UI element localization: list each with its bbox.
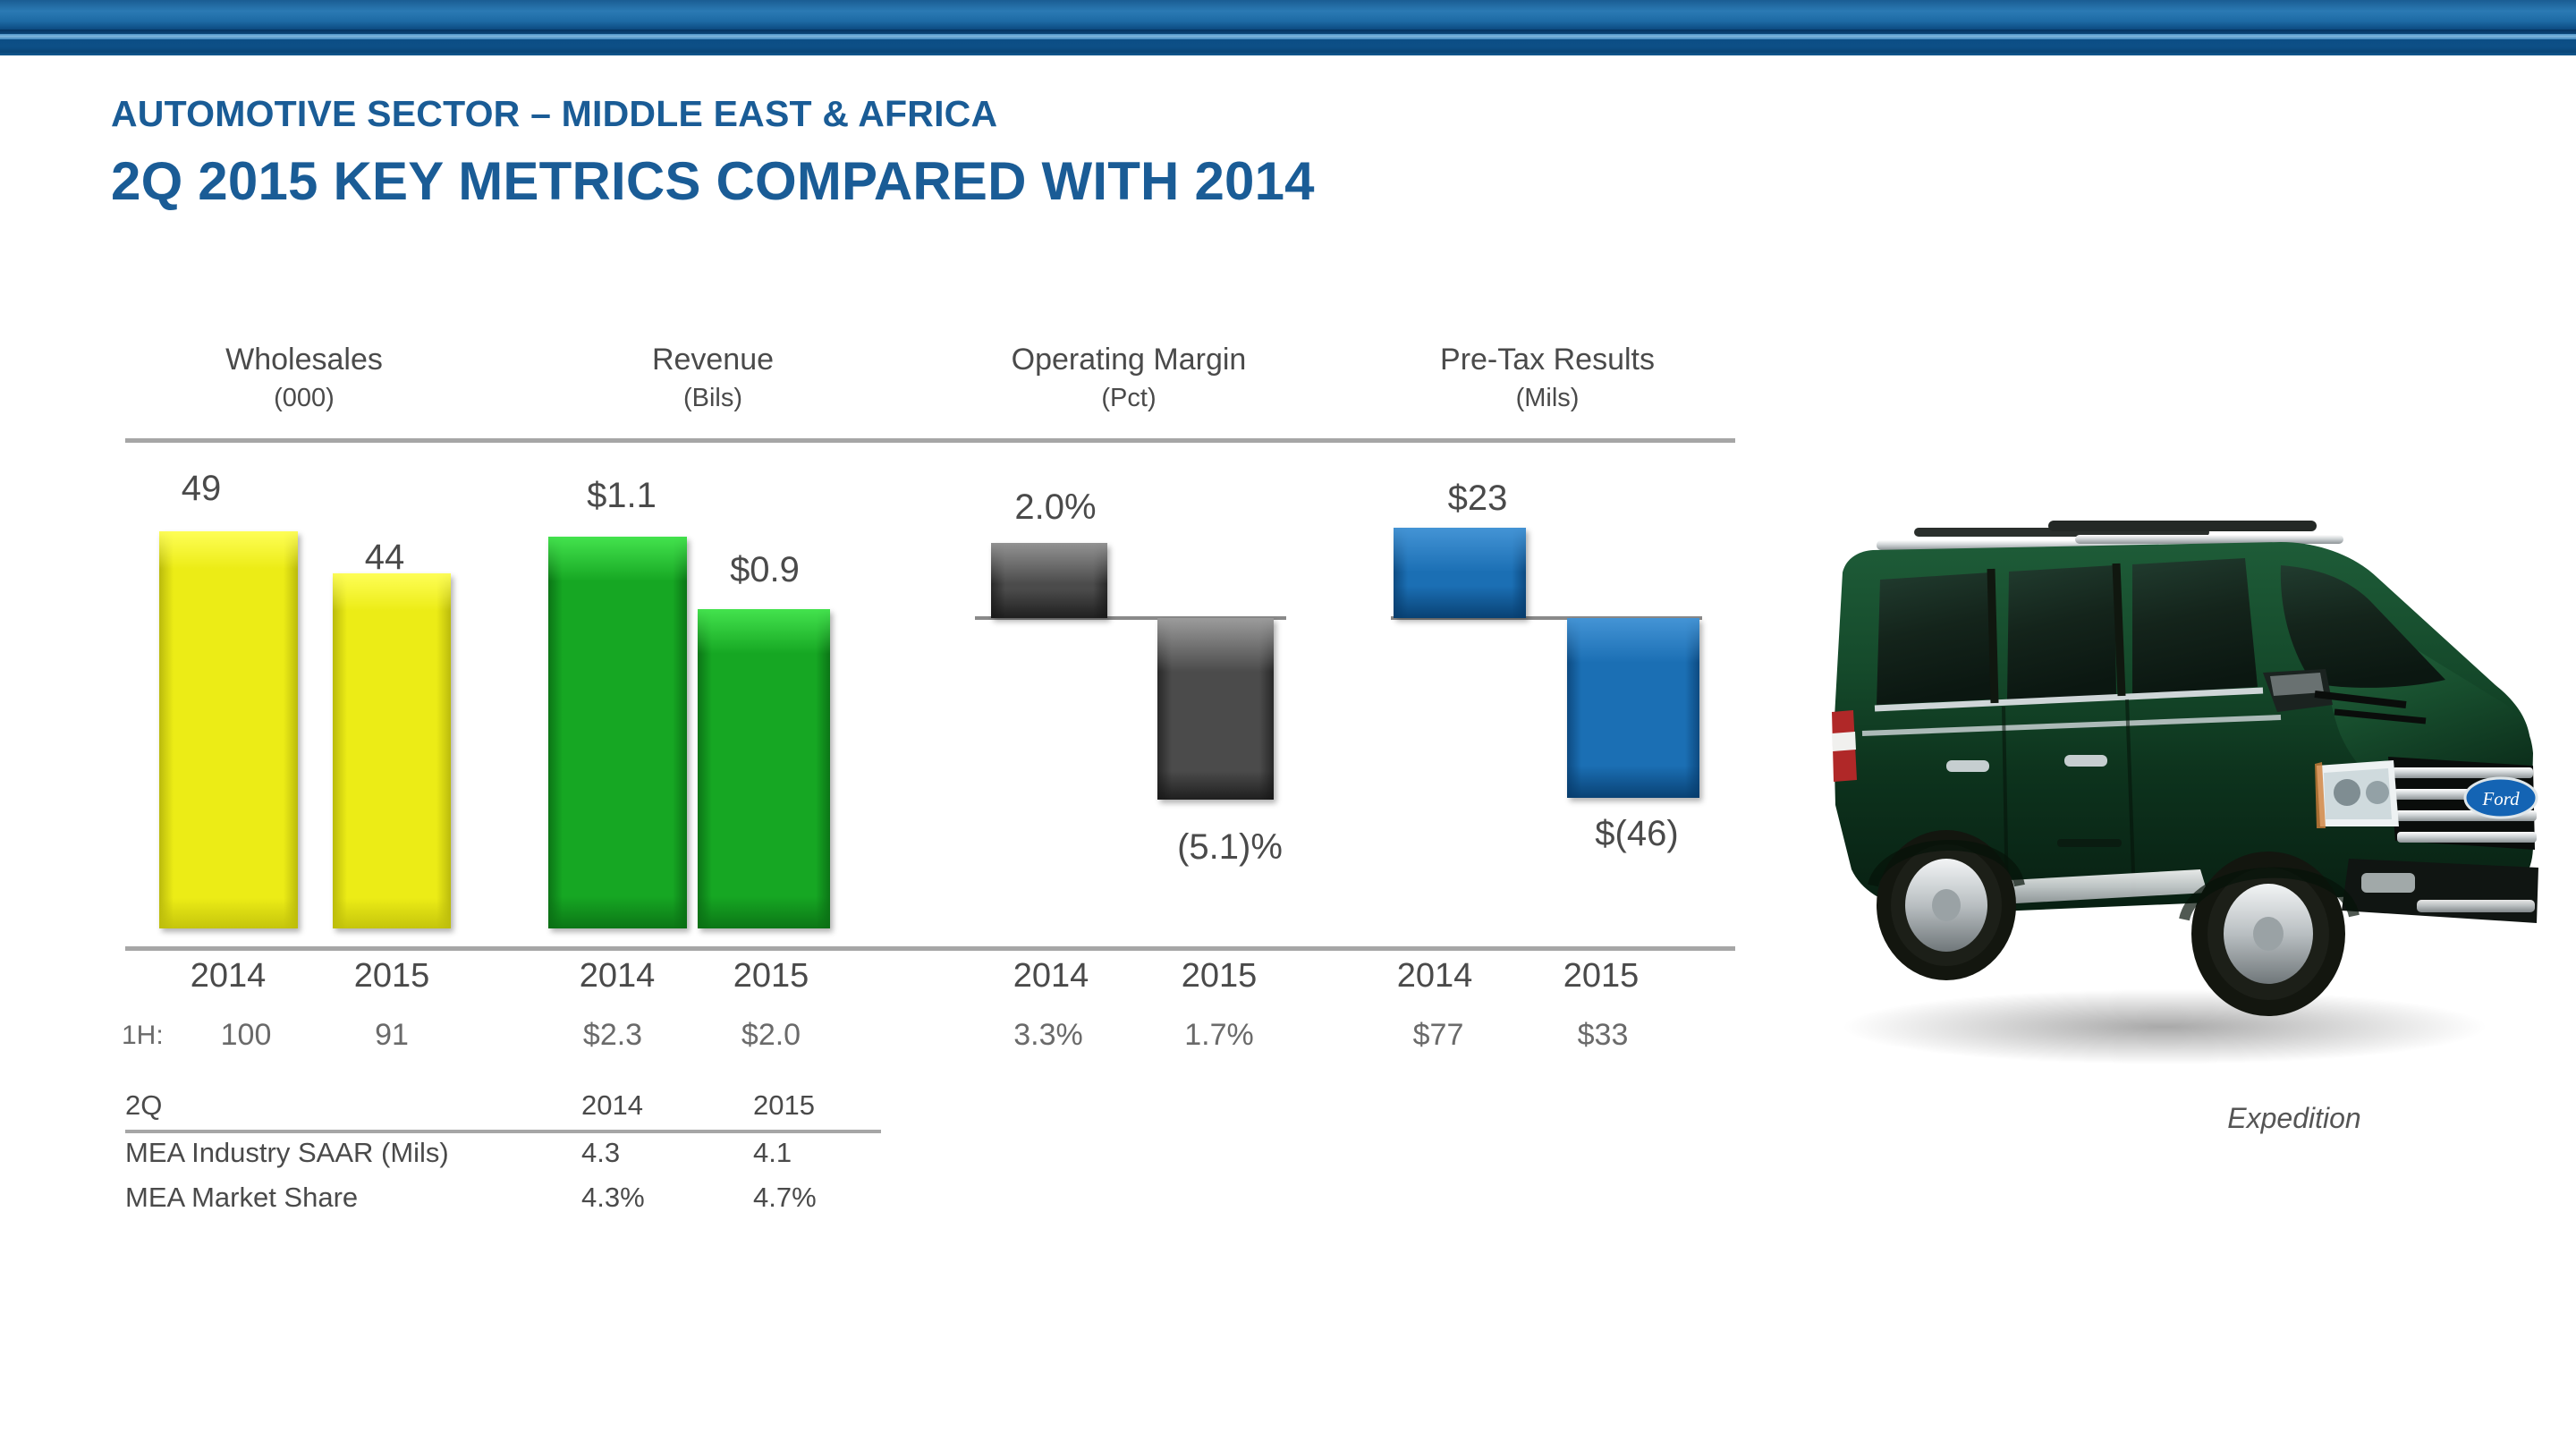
bar-value-label: (5.1)%	[1177, 827, 1283, 867]
bar-face	[698, 609, 830, 928]
roof-rails	[1877, 521, 2343, 550]
panel-title-pre-tax-results: Pre-Tax Results (Mils)	[1368, 344, 1726, 411]
bar-value-label: 49	[181, 469, 222, 508]
panel-title-text: Wholesales	[225, 343, 383, 377]
footer-value-wholesales-2014: 100	[220, 1018, 272, 1052]
axis-year-operating-margin-2014: 2014	[1013, 957, 1089, 995]
banner-stripe-4	[0, 39, 2576, 52]
axis-year-revenue-2015: 2015	[733, 957, 809, 995]
table-cell-2015: 4.1	[753, 1137, 792, 1168]
table-row: MEA Industry SAAR (Mils) 4.3 4.1	[125, 1131, 894, 1176]
axis-year-pre-tax-2014: 2014	[1396, 957, 1473, 995]
table-header-row: 2Q 2014 2015	[125, 1089, 894, 1133]
bar-revenue-2014	[548, 537, 687, 928]
bar-value-label: 2.0%	[1014, 487, 1097, 527]
panel-units-text: (000)	[274, 384, 335, 412]
banner-stripe-highlight	[0, 34, 2576, 39]
bar-face	[1567, 618, 1699, 798]
panel-units-text: (Bils)	[682, 384, 743, 412]
svg-text:Ford: Ford	[2481, 788, 2520, 809]
rear-wheel	[1877, 830, 2016, 980]
door-handle	[1946, 760, 1989, 772]
axis-year-wholesales-2014: 2014	[190, 957, 267, 995]
vehicle-photo: Ford	[1780, 465, 2549, 1091]
chart-top-rule	[125, 438, 1735, 443]
table-header-period: 2Q	[125, 1089, 163, 1121]
table-header-2015: 2015	[753, 1089, 815, 1121]
ford-badge: Ford	[2463, 776, 2538, 819]
slide-kicker: AUTOMOTIVE SECTOR – MIDDLE EAST & AFRICA	[111, 93, 998, 134]
bar-face	[548, 537, 687, 928]
door-handle	[2064, 755, 2107, 767]
footer-prefix-wholesales: 1H:	[122, 1021, 164, 1050]
table-cell-label: MEA Market Share	[125, 1182, 359, 1213]
bar-face	[333, 573, 451, 928]
rear-door-glass	[2007, 565, 2116, 699]
panel-title-revenue: Revenue (Bils)	[534, 344, 892, 411]
footer-value-operating-margin-2015: 1.7%	[1184, 1018, 1254, 1052]
expedition-suv-illustration: Ford	[1832, 521, 2538, 1064]
rear-quarter-glass	[1877, 572, 1993, 705]
axis-year-pre-tax-2015: 2015	[1563, 957, 1640, 995]
bar-operating-margin-2014	[991, 543, 1107, 618]
panel-title-text: Operating Margin	[1011, 343, 1247, 377]
table-cell-2014: 4.3%	[581, 1182, 645, 1213]
mea-summary-table: 2Q 2014 2015 MEA Industry SAAR (Mils) 4.…	[125, 1089, 894, 1221]
axis-year-wholesales-2015: 2015	[353, 957, 430, 995]
banner-stripe-2	[0, 30, 2576, 34]
footer-value-revenue-2014: $2.3	[582, 1018, 643, 1052]
vehicle-caption: Expedition	[2227, 1102, 2361, 1134]
bar-face	[1394, 528, 1526, 618]
bar-revenue-2015	[698, 609, 830, 928]
zero-baseline-operating-margin	[975, 616, 1286, 620]
page-title: 2Q 2015 KEY METRICS COMPARED WITH 2014	[111, 151, 1315, 211]
bar-value-label: $0.9	[730, 550, 800, 589]
footer-value-revenue-2015: $2.0	[741, 1018, 801, 1052]
table-row: MEA Market Share 4.3% 4.7%	[125, 1176, 894, 1221]
zero-baseline-pre-tax	[1391, 616, 1702, 620]
bar-value-label: $(46)	[1595, 814, 1679, 853]
table-header-rule	[125, 1130, 881, 1133]
bar-face	[159, 531, 298, 928]
chart-bottom-rule	[125, 946, 1735, 951]
bar-pre-tax-2014	[1394, 528, 1526, 618]
metrics-chart: Wholesales (000) Revenue (Bils) Operatin…	[122, 344, 1735, 1052]
table-cell-2014: 4.3	[581, 1137, 621, 1168]
panel-title-text: Revenue	[651, 343, 775, 377]
bar-operating-margin-2015	[1157, 618, 1274, 800]
bar-value-label: 44	[364, 538, 405, 577]
bar-value-label: $23	[1447, 479, 1508, 518]
panel-title-operating-margin: Operating Margin (Pct)	[950, 344, 1308, 411]
axis-year-operating-margin-2015: 2015	[1181, 957, 1258, 995]
bar-face	[1157, 618, 1274, 800]
front-door-glass	[2132, 558, 2258, 694]
top-banner	[0, 0, 2576, 55]
banner-stripe-1	[0, 0, 2576, 30]
table-header-2014: 2014	[581, 1089, 643, 1121]
bar-face	[991, 543, 1107, 618]
front-wheel	[2191, 852, 2345, 1016]
axis-year-revenue-2014: 2014	[579, 957, 656, 995]
bar-value-label: $1.1	[587, 476, 657, 515]
panel-units-text: (Mils)	[1515, 384, 1580, 412]
bar-pre-tax-2015	[1567, 618, 1699, 798]
bar-wholesales-2014	[159, 531, 298, 928]
banner-stripe-5	[0, 52, 2576, 55]
footer-value-pre-tax-2015: $33	[1577, 1018, 1629, 1052]
footer-value-pre-tax-2014: $77	[1412, 1018, 1464, 1052]
footer-value-wholesales-2015: 91	[375, 1018, 409, 1052]
panel-title-text: Pre-Tax Results	[1440, 343, 1655, 377]
table-cell-2015: 4.7%	[753, 1182, 817, 1213]
windshield	[2280, 565, 2445, 688]
footer-value-operating-margin-2014: 3.3%	[1013, 1018, 1083, 1052]
bar-wholesales-2015	[333, 573, 451, 928]
panel-title-wholesales: Wholesales (000)	[125, 344, 483, 411]
panel-units-text: (Pct)	[1101, 384, 1157, 412]
table-cell-label: MEA Industry SAAR (Mils)	[125, 1137, 449, 1168]
